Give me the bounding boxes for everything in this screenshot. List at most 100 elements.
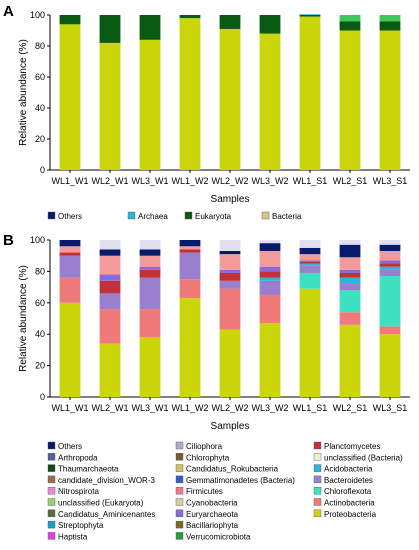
bar-segment xyxy=(379,263,401,267)
bar-segment xyxy=(299,265,321,273)
bar-segment xyxy=(299,272,321,289)
legend-label: Euryarchaeota xyxy=(186,510,239,519)
bar-segment xyxy=(339,272,361,278)
x-tick-label: WL3_W2 xyxy=(251,176,288,186)
legend-label: Chlorophyta xyxy=(186,453,230,462)
bar-segment xyxy=(99,240,121,250)
legend-swatch xyxy=(175,509,184,517)
bar-segment xyxy=(219,254,241,270)
legend-swatch xyxy=(313,509,322,517)
bar-segment xyxy=(379,15,401,22)
legend-swatch xyxy=(313,498,322,506)
bar-segment xyxy=(299,254,321,261)
x-tick-label: WL2_W1 xyxy=(91,176,128,186)
bar-segment xyxy=(259,271,281,278)
y-tick-label: 20 xyxy=(35,134,45,144)
bar-segment xyxy=(339,290,361,313)
legend-swatch xyxy=(47,475,56,484)
y-tick-label: 100 xyxy=(30,235,45,245)
bar-segment xyxy=(99,280,121,294)
legend-label: Archaea xyxy=(138,212,168,221)
legend-label: Firmicutes xyxy=(186,487,223,496)
bar-segment xyxy=(99,343,121,397)
bar-segment xyxy=(59,302,81,397)
bar-segment xyxy=(219,28,241,171)
bar-segment xyxy=(59,240,81,247)
panel-a-label: A xyxy=(3,3,14,20)
legend-panel-a: Others Archaea Eukaryota Bacteria xyxy=(47,211,302,221)
legend-label: Ciliophora xyxy=(186,442,223,451)
bar-segment xyxy=(179,298,201,397)
y-axis-label: Relative abundance (%) xyxy=(18,265,29,372)
bar-segment xyxy=(99,274,121,281)
x-tick-label: WL1_W2 xyxy=(171,176,208,186)
bar-segment xyxy=(299,263,321,266)
x-tick-label: WL3_S1 xyxy=(373,403,408,413)
bar-segment xyxy=(379,240,401,245)
bar-segment xyxy=(99,293,121,310)
legend-label: Candidatus_Aminicenantes xyxy=(58,510,155,519)
x-tick-label: WL3_W1 xyxy=(131,403,168,413)
legend-swatch xyxy=(175,441,184,450)
legend-swatch xyxy=(313,464,322,472)
bar-segment xyxy=(219,288,241,330)
legend-swatch xyxy=(127,211,136,220)
x-tick-label: WL3_S1 xyxy=(373,176,408,186)
bar-segment xyxy=(179,18,201,170)
legend-swatch xyxy=(175,532,184,540)
bar-segment xyxy=(219,272,241,281)
legend-label: Acidobacteria xyxy=(324,465,373,474)
legend-swatch xyxy=(47,211,56,220)
panel-b-label: B xyxy=(3,232,14,249)
bar-segment xyxy=(299,260,321,262)
bar-segment xyxy=(59,24,81,170)
bar-segment xyxy=(139,39,161,170)
x-axis-label: Samples xyxy=(211,194,250,205)
x-tick-label: WL1_S1 xyxy=(293,176,328,186)
bar-segment xyxy=(379,276,401,327)
bar-segment xyxy=(339,269,361,273)
legend-swatch xyxy=(47,509,56,517)
bar-segment xyxy=(219,329,241,397)
bar-segment xyxy=(299,14,321,15)
bar-segment xyxy=(99,42,121,170)
legend-label: Chloroflexota xyxy=(324,487,372,496)
bar-segment xyxy=(139,309,161,338)
legend-label: Nitrospirota xyxy=(58,487,99,496)
x-tick-label: WL1_W2 xyxy=(171,403,208,413)
legend-label: Others xyxy=(58,212,82,221)
legend-label: candidate_division_WOR-3 xyxy=(58,476,155,485)
legend-swatch xyxy=(47,453,56,461)
legend-swatch xyxy=(313,441,322,450)
bar-segment xyxy=(139,337,161,397)
legend-label: Planctomycetes xyxy=(324,442,380,451)
legend-swatch xyxy=(47,532,56,540)
legend-label: Candidatus_Rokubacteria xyxy=(186,465,279,474)
legend-swatch xyxy=(175,464,184,472)
y-tick-label: 0 xyxy=(40,392,45,402)
bar-segment xyxy=(299,15,321,17)
bar-segment xyxy=(339,312,361,325)
bar-segment xyxy=(59,252,81,256)
legend-label: Streptophyta xyxy=(58,521,104,530)
bar-segment xyxy=(219,280,241,289)
bar-segment xyxy=(59,277,81,303)
bar-segment xyxy=(259,280,281,295)
y-tick-label: 20 xyxy=(35,361,45,371)
x-tick-label: WL2_S1 xyxy=(333,403,368,413)
x-tick-label: WL3_W1 xyxy=(131,176,168,186)
bar-segment xyxy=(219,15,241,29)
x-tick-label: WL2_W2 xyxy=(211,176,248,186)
legend-swatch xyxy=(47,498,56,506)
legend-swatch xyxy=(47,464,56,472)
legend-swatch xyxy=(313,453,322,461)
bar-segment xyxy=(259,250,281,267)
bar-segment xyxy=(379,326,401,335)
bar-segment xyxy=(139,266,161,270)
legend-label: Proteobacteria xyxy=(324,510,377,519)
bar-segment xyxy=(299,240,321,248)
y-tick-label: 40 xyxy=(35,103,45,113)
bar-segment xyxy=(99,309,121,344)
legend-swatch xyxy=(175,498,184,506)
